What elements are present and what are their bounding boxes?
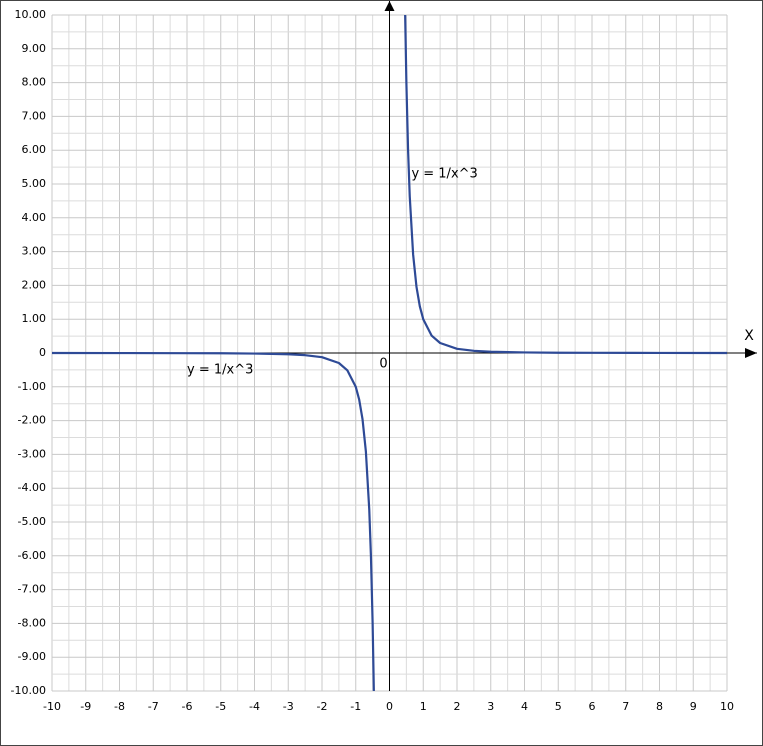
x-tick-label: 3 (487, 700, 494, 713)
y-tick-label: 2.00 (22, 278, 47, 291)
y-tick-label: 9.00 (22, 42, 47, 55)
y-tick-label: -4.00 (18, 481, 46, 494)
x-tick-label: 9 (690, 700, 697, 713)
x-tick-label: -1 (350, 700, 361, 713)
x-tick-label: 10 (720, 700, 734, 713)
curve (51, 14, 728, 692)
y-tick-label: 3.00 (22, 245, 47, 258)
annotation: y = 1/x^3 (411, 166, 477, 181)
annotation: y = 1/x^3 (187, 362, 253, 377)
x-tick-label: 8 (656, 700, 663, 713)
x-tick-label: -8 (114, 700, 125, 713)
x-tick-label: 0 (386, 700, 393, 713)
y-tick-label: 8.00 (22, 76, 47, 89)
x-tick-label: -4 (249, 700, 260, 713)
x-tick-label: -2 (317, 700, 328, 713)
y-tick-label: -8.00 (18, 616, 46, 629)
x-tick-label: -5 (215, 700, 226, 713)
x-tick-label: -3 (283, 700, 294, 713)
y-tick-label: -5.00 (18, 515, 46, 528)
x-tick-label: 1 (420, 700, 427, 713)
x-tick-label: -7 (148, 700, 159, 713)
y-tick-label: -9.00 (18, 650, 46, 663)
y-tick-label: 0 (39, 346, 46, 359)
origin-label: 0 (379, 357, 387, 372)
y-tick-label: -1.00 (18, 380, 46, 393)
y-axis-arrow (384, 1, 395, 11)
x-tick-label: 5 (555, 700, 562, 713)
y-tick-label: 4.00 (22, 211, 47, 224)
y-tick-label: 10.00 (15, 8, 47, 21)
y-tick-label: -10.00 (11, 684, 46, 697)
x-tick-label: 2 (454, 700, 461, 713)
x-tick-label: -10 (43, 700, 61, 713)
y-tick-label: -2.00 (18, 414, 46, 427)
x-axis-arrow (745, 348, 757, 358)
x-tick-label: -6 (182, 700, 193, 713)
x-tick-label: 4 (521, 700, 528, 713)
x-axis-label: X (744, 328, 754, 344)
y-tick-label: 5.00 (22, 177, 47, 190)
x-tick-label: 6 (589, 700, 596, 713)
y-tick-label: 1.00 (22, 312, 47, 325)
y-tick-label: -6.00 (18, 549, 46, 562)
y-tick-label: -7.00 (18, 583, 46, 596)
y-tick-label: 7.00 (22, 109, 47, 122)
y-tick-label: 6.00 (22, 143, 47, 156)
x-tick-label: -9 (80, 700, 91, 713)
y-tick-label: -3.00 (18, 447, 46, 460)
x-tick-label: 7 (622, 700, 629, 713)
